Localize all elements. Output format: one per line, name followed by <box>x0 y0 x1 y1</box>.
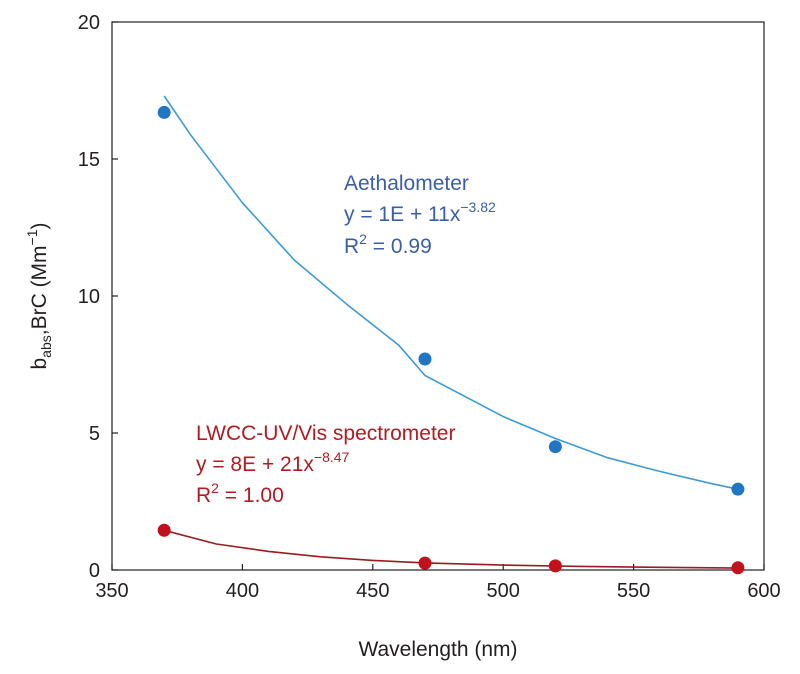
aethalometer-data-point <box>731 482 745 496</box>
lwcc-r2: R2 = 1.00 <box>196 480 284 507</box>
aethalometer-r2-base: R <box>344 235 359 258</box>
aethalometer-series-name: Aethalometer <box>344 172 469 195</box>
lwcc-series-name: LWCC-UV/Vis spectrometer <box>196 422 455 445</box>
aethalometer-data-point <box>157 105 171 119</box>
fit-curves <box>163 95 739 569</box>
lwcc-data-point <box>548 559 562 573</box>
x-tick-label: 350 <box>95 580 128 602</box>
lwcc-fit-line <box>163 529 738 569</box>
lwcc-annotation: LWCC-UV/Vis spectrometer y = 8E + 21x−8.… <box>196 422 455 507</box>
aethalometer-annotation: Aethalometer y = 1E + 11x−3.82 R2 = 0.99 <box>344 172 496 258</box>
aethalometer-fit-line <box>163 95 739 490</box>
y-tick-label: 10 <box>78 286 100 308</box>
y-tick-label: 20 <box>78 12 100 34</box>
lwcc-r2-sup: 2 <box>211 480 219 496</box>
lwcc-equation: y = 8E + 21x−8.47 <box>196 449 350 476</box>
lwcc-data-point <box>731 561 745 575</box>
x-tick-label: 400 <box>226 580 259 602</box>
aethalometer-r2: R2 = 0.99 <box>344 231 432 258</box>
y-axis-label-mid: ,BrC (Mm <box>28 245 51 335</box>
x-tick-label: 450 <box>356 580 389 602</box>
lwcc-r2-base: R <box>196 484 211 507</box>
y-tick-label: 15 <box>78 149 100 171</box>
y-axis: 0 5 10 15 20 <box>78 12 118 582</box>
aethalometer-data-point <box>548 440 562 454</box>
lwcc-equation-base: y = 8E + 21x <box>196 453 314 476</box>
lwcc-r2-value: = 1.00 <box>219 484 284 507</box>
y-axis-label-sub: abs <box>38 335 54 358</box>
x-axis-label: Wavelength (nm) <box>358 638 517 661</box>
lwcc-data-point <box>157 523 171 537</box>
data-points <box>157 105 745 575</box>
aethalometer-data-point <box>418 352 432 366</box>
aethalometer-r2-value: = 0.99 <box>367 235 432 258</box>
lwcc-equation-exp: −8.47 <box>314 449 350 465</box>
x-tick-label: 550 <box>617 580 650 602</box>
aethalometer-equation-exp: −3.82 <box>460 199 496 215</box>
x-tick-label: 500 <box>487 580 520 602</box>
y-axis-label: babs,BrC (Mm−1) <box>24 222 54 369</box>
y-axis-label-end: ) <box>28 222 51 229</box>
aethalometer-equation-base: y = 1E + 11x <box>344 203 461 226</box>
y-tick-label: 0 <box>89 560 100 582</box>
x-tick-label: 600 <box>747 580 780 602</box>
aethalometer-equation: y = 1E + 11x−3.82 <box>344 199 496 226</box>
y-tick-label: 5 <box>89 423 100 445</box>
lwcc-data-point <box>418 556 432 570</box>
y-axis-label-base: b <box>28 358 51 370</box>
y-axis-label-sup: −1 <box>24 229 40 245</box>
aethalometer-r2-sup: 2 <box>359 231 367 247</box>
